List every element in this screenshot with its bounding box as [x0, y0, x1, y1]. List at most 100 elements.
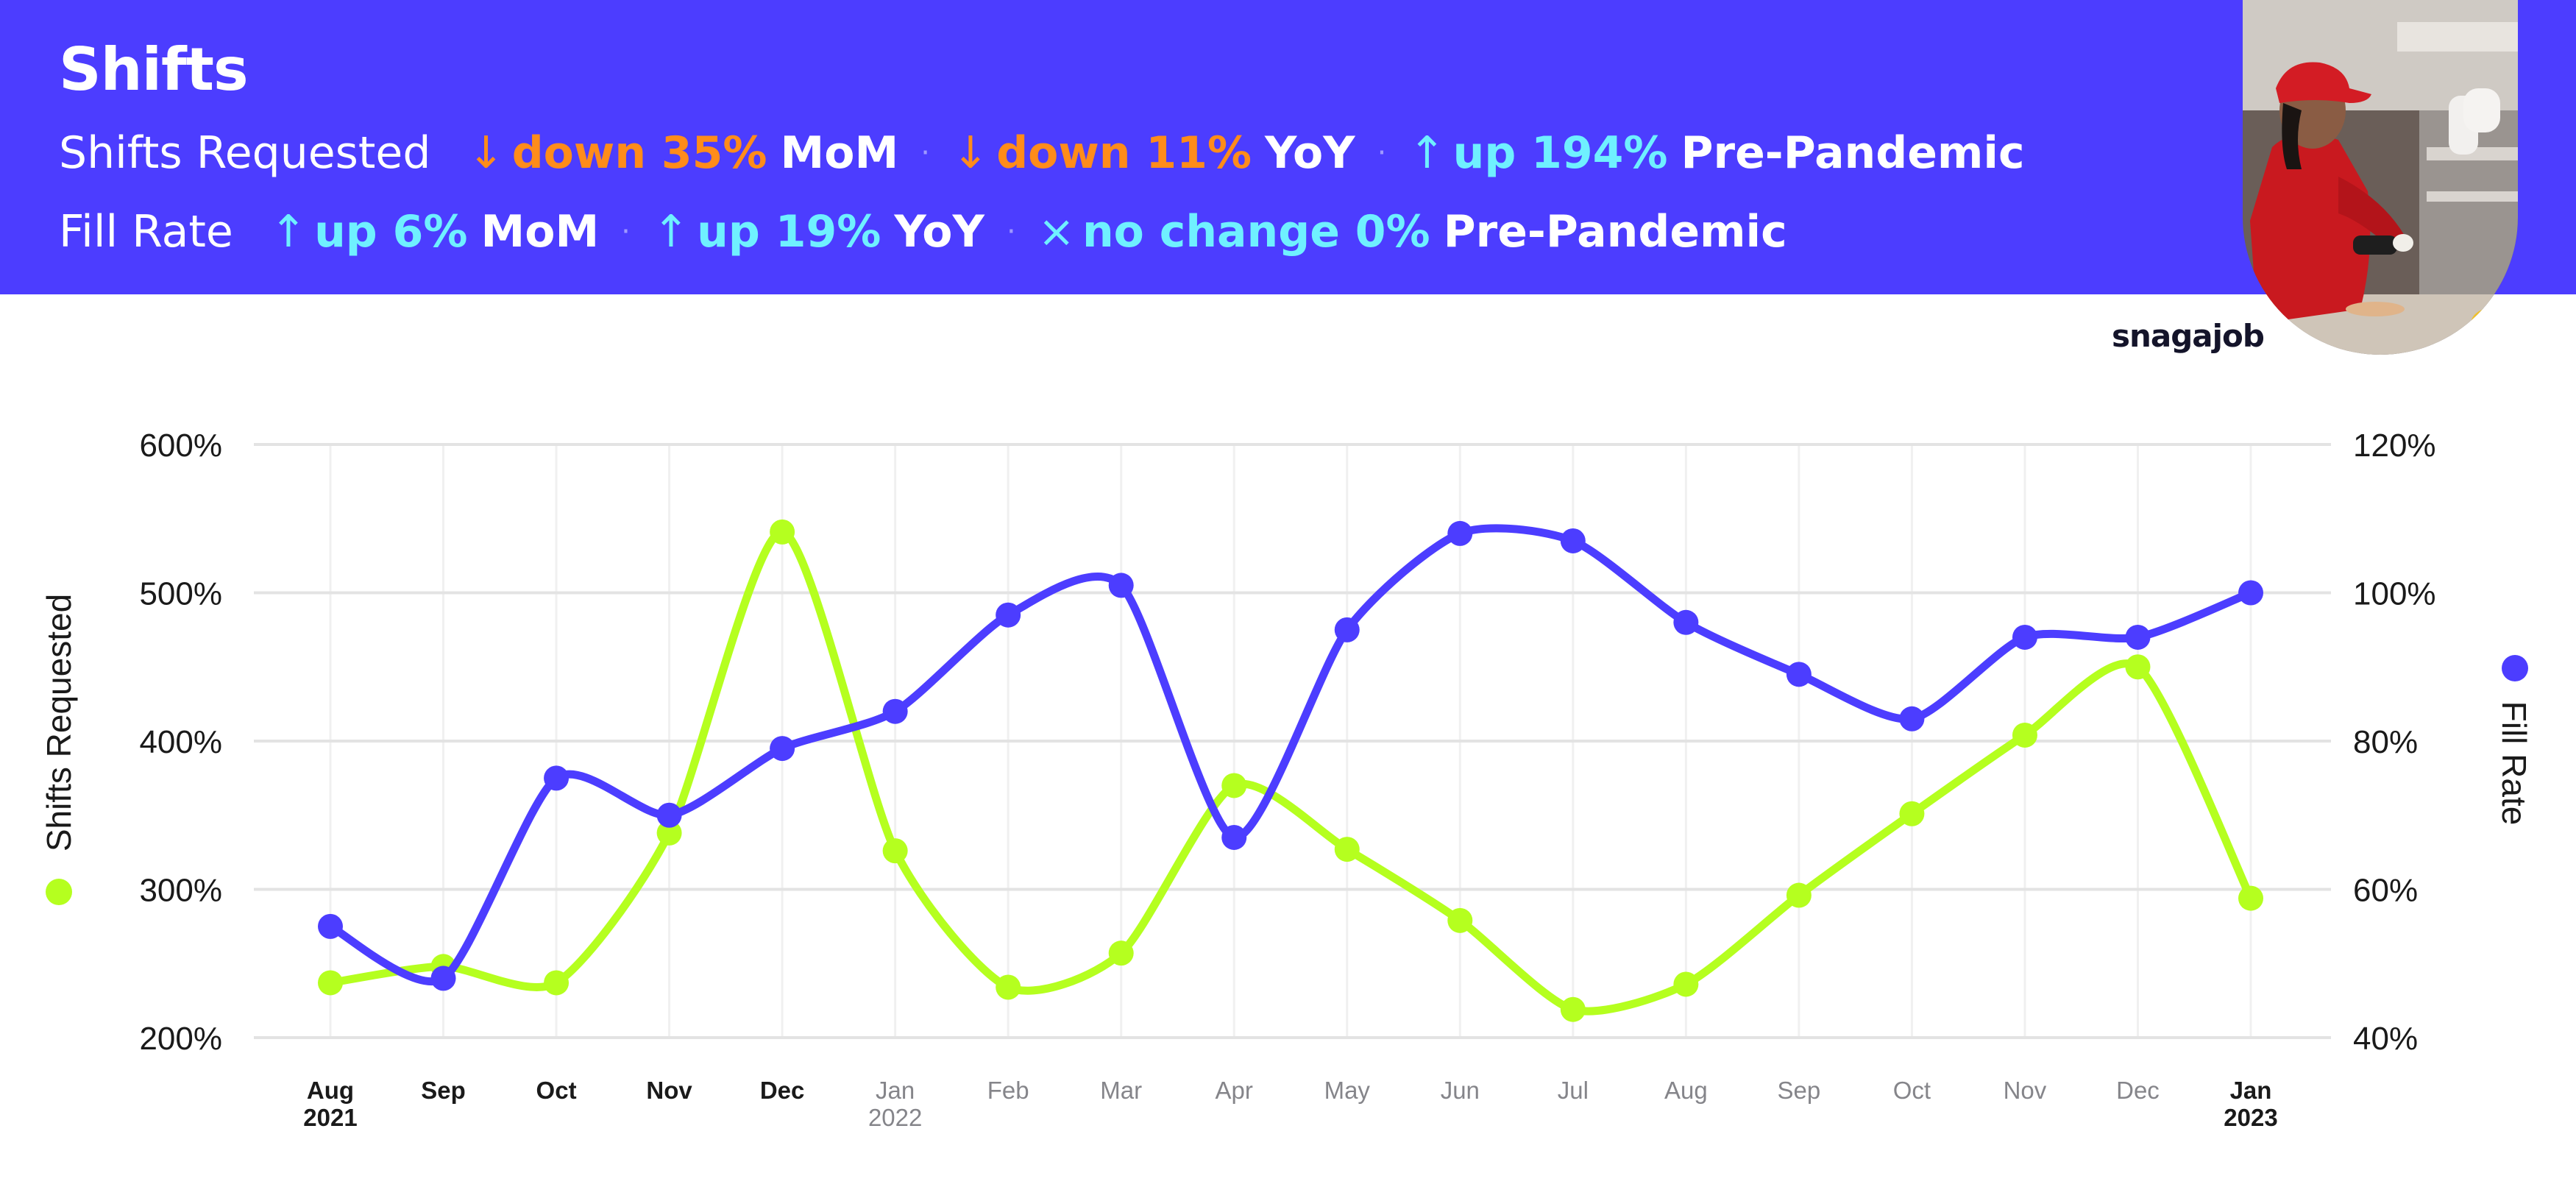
page-title: Shifts [59, 35, 249, 104]
shifts-requested-point [1560, 996, 1586, 1022]
fill-rate-point [882, 698, 908, 724]
shifts-requested-legend-marker [46, 879, 72, 905]
fill-mom-value: up 6% [314, 206, 468, 258]
fill-yoy-period: YoY [894, 206, 984, 258]
shifts-mom-value: down 35% [511, 127, 767, 179]
shifts-requested-point [656, 820, 682, 846]
right-tick-label: 80% [2353, 724, 2418, 760]
fill-mom-stat: ↑ up 6% MoM [270, 206, 599, 258]
x-tick-label: Mar [1100, 1077, 1142, 1104]
shifts-mom-period: MoM [780, 127, 899, 179]
left-tick-label: 600% [139, 428, 222, 464]
shifts-requested-point [1899, 801, 1925, 826]
x-tick-label: Dec [2116, 1077, 2160, 1104]
fill-prepandemic-stat: × no change 0% Pre-Pandemic [1038, 206, 1787, 258]
fill-rate-point [1673, 609, 1699, 635]
shifts-requested-point [882, 838, 908, 864]
fill-prepandemic-period: Pre-Pandemic [1443, 206, 1787, 258]
header-banner: Shifts Shifts Requested ↓ down 35% MoM ·… [0, 0, 2576, 294]
left-tick-label: 300% [139, 873, 222, 909]
x-tick-label: Aug [307, 1077, 354, 1104]
fill-rate-point [1334, 617, 1360, 642]
fill-rate-stats: Fill Rate ↑ up 6% MoM · ↑ up 19% YoY · ×… [59, 202, 1787, 261]
shifts-requested-point [1673, 971, 1699, 997]
right-axis: 40% 60% 80% 100% 120% [2353, 428, 2436, 1057]
shifts-requested-stats: Shifts Requested ↓ down 35% MoM · ↓ down… [59, 124, 2025, 183]
snagajob-logo: snagajob [2112, 318, 2265, 354]
shifts-requested-point [1221, 773, 1247, 798]
arrow-up-icon: ↑ [652, 206, 690, 258]
x-tick-year-label: 2022 [868, 1104, 922, 1131]
shifts-prepandemic-stat: ↑ up 194% Pre-Pandemic [1408, 127, 2024, 179]
fill-yoy-value: up 19% [697, 206, 881, 258]
arrow-up-icon: ↑ [1408, 127, 1446, 179]
left-axis-title: Shifts Requested [40, 594, 78, 851]
fill-rate-point [770, 736, 795, 762]
x-tick-label: Jan [2230, 1077, 2272, 1104]
separator-dot: · [1006, 215, 1016, 249]
shifts-requested-point [1108, 940, 1134, 966]
separator-dot: · [1377, 136, 1387, 170]
left-axis: 200% 300% 400% 500% 600% [139, 428, 222, 1057]
fill-rate-point [1447, 520, 1473, 546]
arrow-up-icon: ↑ [269, 206, 308, 258]
arrow-down-icon: ↓ [951, 127, 990, 179]
separator-dot: · [920, 136, 930, 170]
x-tick-label: Oct [536, 1077, 577, 1104]
x-tick-label: May [1324, 1077, 1371, 1104]
right-tick-label: 60% [2353, 873, 2418, 909]
axis-titles: Shifts Requested Fill Rate [40, 594, 2533, 905]
fill-rate-point [1560, 528, 1586, 553]
fill-rate-point [2125, 624, 2151, 650]
left-tick-label: 500% [139, 576, 222, 612]
x-tick-label: Jul [1558, 1077, 1589, 1104]
fill-yoy-stat: ↑ up 19% YoY [653, 206, 984, 258]
shifts-requested-point [1447, 907, 1473, 933]
shifts-requested-point [2012, 722, 2037, 748]
shifts-requested-point [996, 974, 1021, 1000]
fill-rate-point [1786, 662, 1812, 687]
fill-rate-point [2012, 624, 2037, 650]
x-tick-year-label: 2021 [303, 1104, 357, 1131]
fill-rate-label: Fill Rate [59, 206, 233, 258]
x-tick-label: Nov [646, 1077, 692, 1104]
shifts-prepandemic-period: Pre-Pandemic [1681, 127, 2025, 179]
shifts-requested-point [318, 970, 343, 996]
shifts-requested-label: Shifts Requested [59, 127, 431, 179]
left-tick-label: 400% [139, 724, 222, 760]
fill-rate-point [1899, 706, 1925, 731]
x-tick-label: Sep [1778, 1077, 1821, 1104]
x-tick-label: Jun [1441, 1077, 1480, 1104]
fill-mom-period: MoM [480, 206, 600, 258]
x-tick-label: Aug [1664, 1077, 1708, 1104]
grid [254, 443, 2331, 1039]
shifts-requested-point [544, 970, 570, 996]
shifts-yoy-period: YoY [1265, 127, 1355, 179]
right-tick-label: 120% [2353, 428, 2436, 464]
x-tick-label: Oct [1893, 1077, 1931, 1104]
shifts-requested-point [1786, 882, 1812, 908]
fill-rate-point [2238, 580, 2264, 606]
right-axis-title: Fill Rate [2495, 701, 2533, 826]
fill-rate-point [318, 913, 343, 939]
fill-rate-point [996, 602, 1021, 628]
shifts-requested-point [2238, 885, 2264, 911]
shifts-requested-line [326, 528, 2255, 1016]
shifts-mom-stat: ↓ down 35% MoM [467, 127, 898, 179]
series [318, 519, 2264, 1022]
fill-rate-point [544, 765, 570, 791]
x-tick-label: Dec [760, 1077, 805, 1104]
shifts-requested-point [1334, 837, 1360, 862]
separator-dot: · [621, 215, 631, 249]
x-tick-label: Nov [2004, 1077, 2047, 1104]
shifts-requested-point [2125, 654, 2151, 680]
shifts-prepandemic-value: up 194% [1452, 127, 1668, 179]
fill-rate-legend-marker [2502, 655, 2528, 681]
shifts-yoy-value: down 11% [996, 127, 1252, 179]
fill-prepandemic-value: no change 0% [1082, 206, 1430, 258]
x-tick-label: Sep [421, 1077, 466, 1104]
fill-rate-point [1108, 573, 1134, 598]
x-tick-year-label: 2023 [2224, 1104, 2277, 1131]
